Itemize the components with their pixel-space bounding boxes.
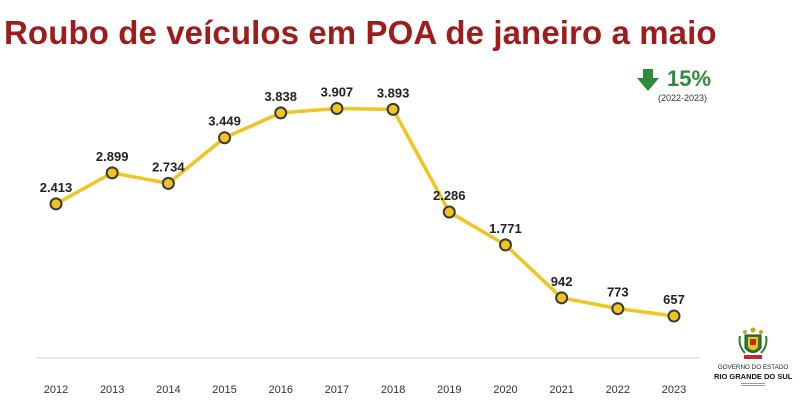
data-point-2012 <box>49 197 63 211</box>
data-label-2020: 1.771 <box>489 221 522 236</box>
data-label-2021: 942 <box>551 274 573 289</box>
data-label-2012: 2.413 <box>40 180 73 195</box>
logo-fine-print <box>741 383 765 384</box>
data-label-2016: 3.838 <box>264 89 297 104</box>
chart-title: Roubo de veículos em POA de janeiro a ma… <box>4 14 717 51</box>
data-label-2015: 3.449 <box>208 114 241 129</box>
data-point-2023 <box>667 309 681 323</box>
data-point-2016 <box>274 106 288 120</box>
data-point-2015 <box>218 131 232 145</box>
down-arrow-icon <box>637 69 659 91</box>
data-point-2013 <box>105 166 119 180</box>
x-tick-labels: 2012 2013 2014 2015 2016 2017 2018 2019 2020 2021… <box>44 384 686 396</box>
change-percent: 15% <box>667 66 712 91</box>
data-point-2020 <box>498 238 512 252</box>
data-label-2013: 2.899 <box>96 149 129 164</box>
data-point-2021 <box>555 291 569 305</box>
x-tick-2019: 2019 <box>437 384 461 396</box>
series-line <box>54 106 676 318</box>
x-tick-2017: 2017 <box>325 384 349 396</box>
data-label-2022: 773 <box>607 285 629 300</box>
data-label-2014: 2.734 <box>152 159 185 174</box>
x-tick-2015: 2015 <box>212 384 236 396</box>
data-point-2014 <box>161 176 175 190</box>
x-tick-2023: 2023 <box>662 384 686 396</box>
change-period: (2022-2023) <box>658 93 708 103</box>
data-label-2017: 3.907 <box>321 84 354 99</box>
x-tick-2012: 2012 <box>44 384 68 396</box>
data-label-2018: 3.893 <box>377 85 410 100</box>
data-point-2017 <box>330 101 344 115</box>
data-point-2019 <box>442 205 456 219</box>
data-label-2019: 2.286 <box>433 188 466 203</box>
coat-of-arms-icon <box>738 327 768 359</box>
logo-line-1: GOVERNO DO ESTADO <box>717 364 789 371</box>
data-point-2022 <box>611 302 625 316</box>
x-tick-2016: 2016 <box>268 384 292 396</box>
logo-line-2: RIO GRANDE DO SUL <box>714 372 793 381</box>
x-tick-2018: 2018 <box>381 384 405 396</box>
x-tick-2014: 2014 <box>156 384 180 396</box>
x-tick-2013: 2013 <box>100 384 124 396</box>
data-labels: 2.413 2.899 2.734 3.449 3.838 3.907 3.893 2.286… <box>40 84 685 307</box>
data-points <box>49 101 681 323</box>
data-label-2023: 657 <box>663 292 685 307</box>
logo-fine-print <box>741 385 765 386</box>
change-badge: 15% (2022-2023) <box>637 66 721 106</box>
x-tick-2022: 2022 <box>606 384 630 396</box>
x-tick-2021: 2021 <box>549 384 573 396</box>
data-point-2018 <box>386 102 400 116</box>
x-tick-2020: 2020 <box>493 384 517 396</box>
government-logo: GOVERNO DO ESTADO RIO GRANDE DO SUL <box>714 326 792 386</box>
